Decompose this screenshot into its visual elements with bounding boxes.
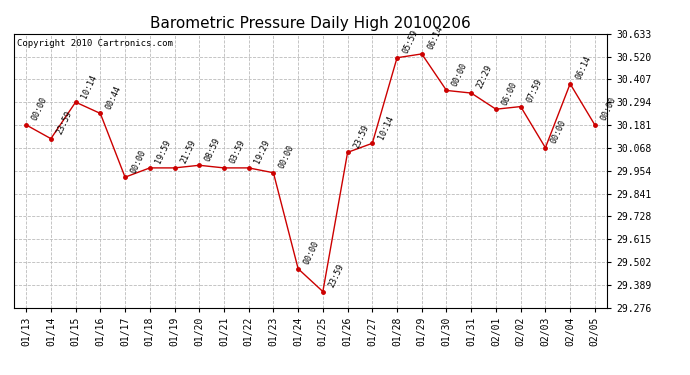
Text: 10:14: 10:14 (377, 114, 395, 141)
Text: 00:00: 00:00 (451, 61, 469, 88)
Text: 03:59: 03:59 (228, 139, 247, 165)
Text: 23:59: 23:59 (352, 123, 371, 150)
Text: Copyright 2010 Cartronics.com: Copyright 2010 Cartronics.com (17, 39, 172, 48)
Title: Barometric Pressure Daily High 20100206: Barometric Pressure Daily High 20100206 (150, 16, 471, 31)
Text: 05:59: 05:59 (401, 28, 420, 55)
Text: 19:59: 19:59 (154, 139, 172, 165)
Text: 00:00: 00:00 (302, 240, 321, 266)
Text: 06:00: 06:00 (500, 80, 519, 106)
Text: 00:00: 00:00 (549, 118, 569, 145)
Text: 00:00: 00:00 (599, 96, 618, 122)
Text: 19:29: 19:29 (253, 139, 272, 165)
Text: 00:00: 00:00 (30, 96, 49, 122)
Text: 21:59: 21:59 (179, 139, 197, 165)
Text: 10:14: 10:14 (80, 73, 99, 99)
Text: 00:00: 00:00 (129, 148, 148, 174)
Text: 00:00: 00:00 (277, 144, 296, 170)
Text: 07:59: 07:59 (525, 77, 544, 104)
Text: 06:14: 06:14 (426, 25, 444, 51)
Text: 23:59: 23:59 (55, 110, 74, 136)
Text: 06:14: 06:14 (574, 54, 593, 81)
Text: 08:59: 08:59 (204, 136, 222, 162)
Text: 00:44: 00:44 (104, 84, 124, 111)
Text: 22:29: 22:29 (475, 64, 494, 90)
Text: 23:59: 23:59 (327, 262, 346, 289)
